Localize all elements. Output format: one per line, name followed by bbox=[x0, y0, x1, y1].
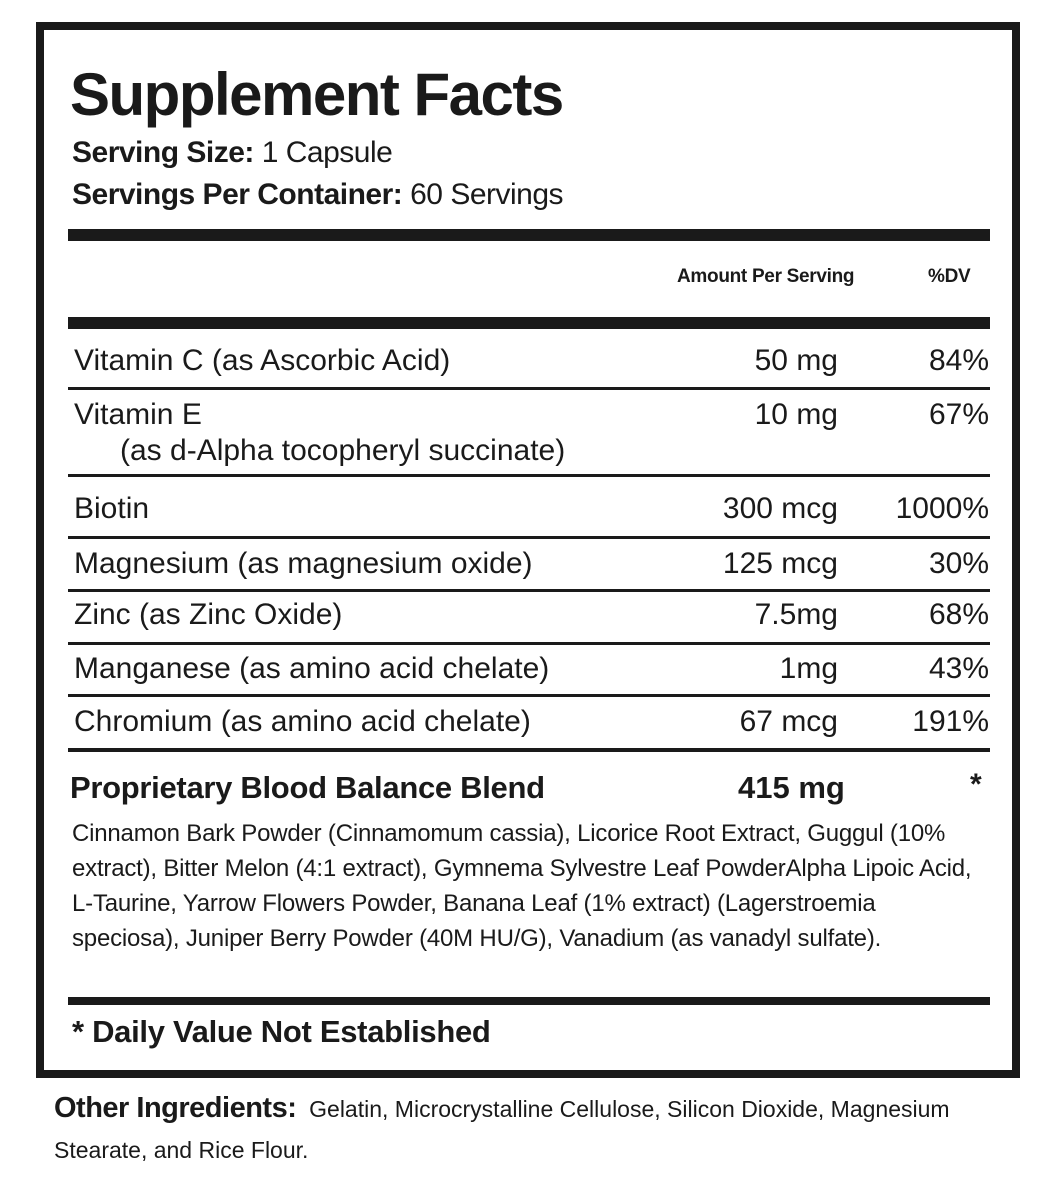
nutrient-dv: 43% bbox=[928, 652, 989, 685]
nutrient-dv: 84% bbox=[928, 344, 989, 377]
nutrient-name: Vitamin E bbox=[74, 398, 202, 431]
row-divider bbox=[68, 589, 990, 592]
nutrient-name: Vitamin C (as Ascorbic Acid) bbox=[74, 344, 451, 377]
nutrient-dv: 67% bbox=[928, 398, 989, 431]
servings-per-container-label: Servings Per Container: bbox=[72, 178, 403, 211]
blend-dv: * bbox=[970, 768, 982, 801]
label-border bbox=[36, 22, 1020, 1078]
divider-thick bbox=[68, 317, 990, 329]
serving-size-value: 1 Capsule bbox=[261, 136, 393, 169]
nutrient-dv: 1000% bbox=[895, 492, 989, 525]
blend-ingredients: Cinnamon Bark Powder (Cinnamomum cassia)… bbox=[72, 820, 972, 952]
other-ingredients-label: Other Ingredients: bbox=[54, 1092, 297, 1124]
other-ingredients: Other Ingredients: Gelatin, Microcrystal… bbox=[54, 1088, 1014, 1171]
row-divider bbox=[68, 642, 990, 645]
nutrient-name: Zinc (as Zinc Oxide) bbox=[74, 598, 343, 631]
other-ingredients-value: Gelatin, Microcrystalline Cellulose, Sil… bbox=[54, 1096, 950, 1163]
serving-size-label: Serving Size: bbox=[72, 136, 254, 169]
nutrient-name: Manganese (as amino acid chelate) bbox=[74, 652, 550, 685]
footnote: * Daily Value Not Established bbox=[72, 1014, 491, 1049]
nutrient-amount: 300 mcg bbox=[722, 492, 838, 525]
nutrient-dv: 191% bbox=[912, 705, 989, 738]
nutrient-amount: 67 mcg bbox=[739, 705, 838, 738]
row-divider bbox=[68, 748, 990, 752]
nutrient-dv: 30% bbox=[928, 547, 989, 580]
column-header-amount: Amount Per Serving bbox=[677, 266, 855, 287]
nutrient-name: Magnesium (as magnesium oxide) bbox=[74, 547, 533, 580]
nutrient-amount: 1mg bbox=[779, 652, 838, 685]
blend-name: Proprietary Blood Balance Blend bbox=[70, 770, 545, 805]
row-divider bbox=[68, 387, 990, 390]
divider-thick bbox=[68, 229, 990, 241]
nutrient-amount: 50 mg bbox=[754, 344, 838, 377]
servings-per-container-value: 60 Servings bbox=[410, 178, 564, 211]
nutrient-amount: 125 mcg bbox=[722, 547, 838, 580]
nutrient-dv: 68% bbox=[928, 598, 989, 631]
label-title: Supplement Facts bbox=[70, 61, 564, 128]
blend-amount: 415 mg bbox=[738, 770, 845, 805]
serving-size: Serving Size: 1 Capsule bbox=[72, 136, 393, 170]
nutrient-subname: (as d-Alpha tocopheryl succinate) bbox=[120, 434, 566, 467]
nutrient-name: Biotin bbox=[74, 492, 150, 525]
divider-thick bbox=[68, 997, 990, 1005]
nutrient-amount: 10 mg bbox=[754, 398, 838, 431]
row-divider bbox=[68, 474, 990, 477]
nutrient-amount: 7.5mg bbox=[754, 598, 838, 631]
row-divider bbox=[68, 694, 990, 697]
column-header-dv: %DV bbox=[928, 266, 971, 287]
row-divider bbox=[68, 536, 990, 539]
servings-per-container: Servings Per Container: 60 Servings bbox=[72, 178, 564, 212]
nutrient-name: Chromium (as amino acid chelate) bbox=[74, 705, 531, 738]
